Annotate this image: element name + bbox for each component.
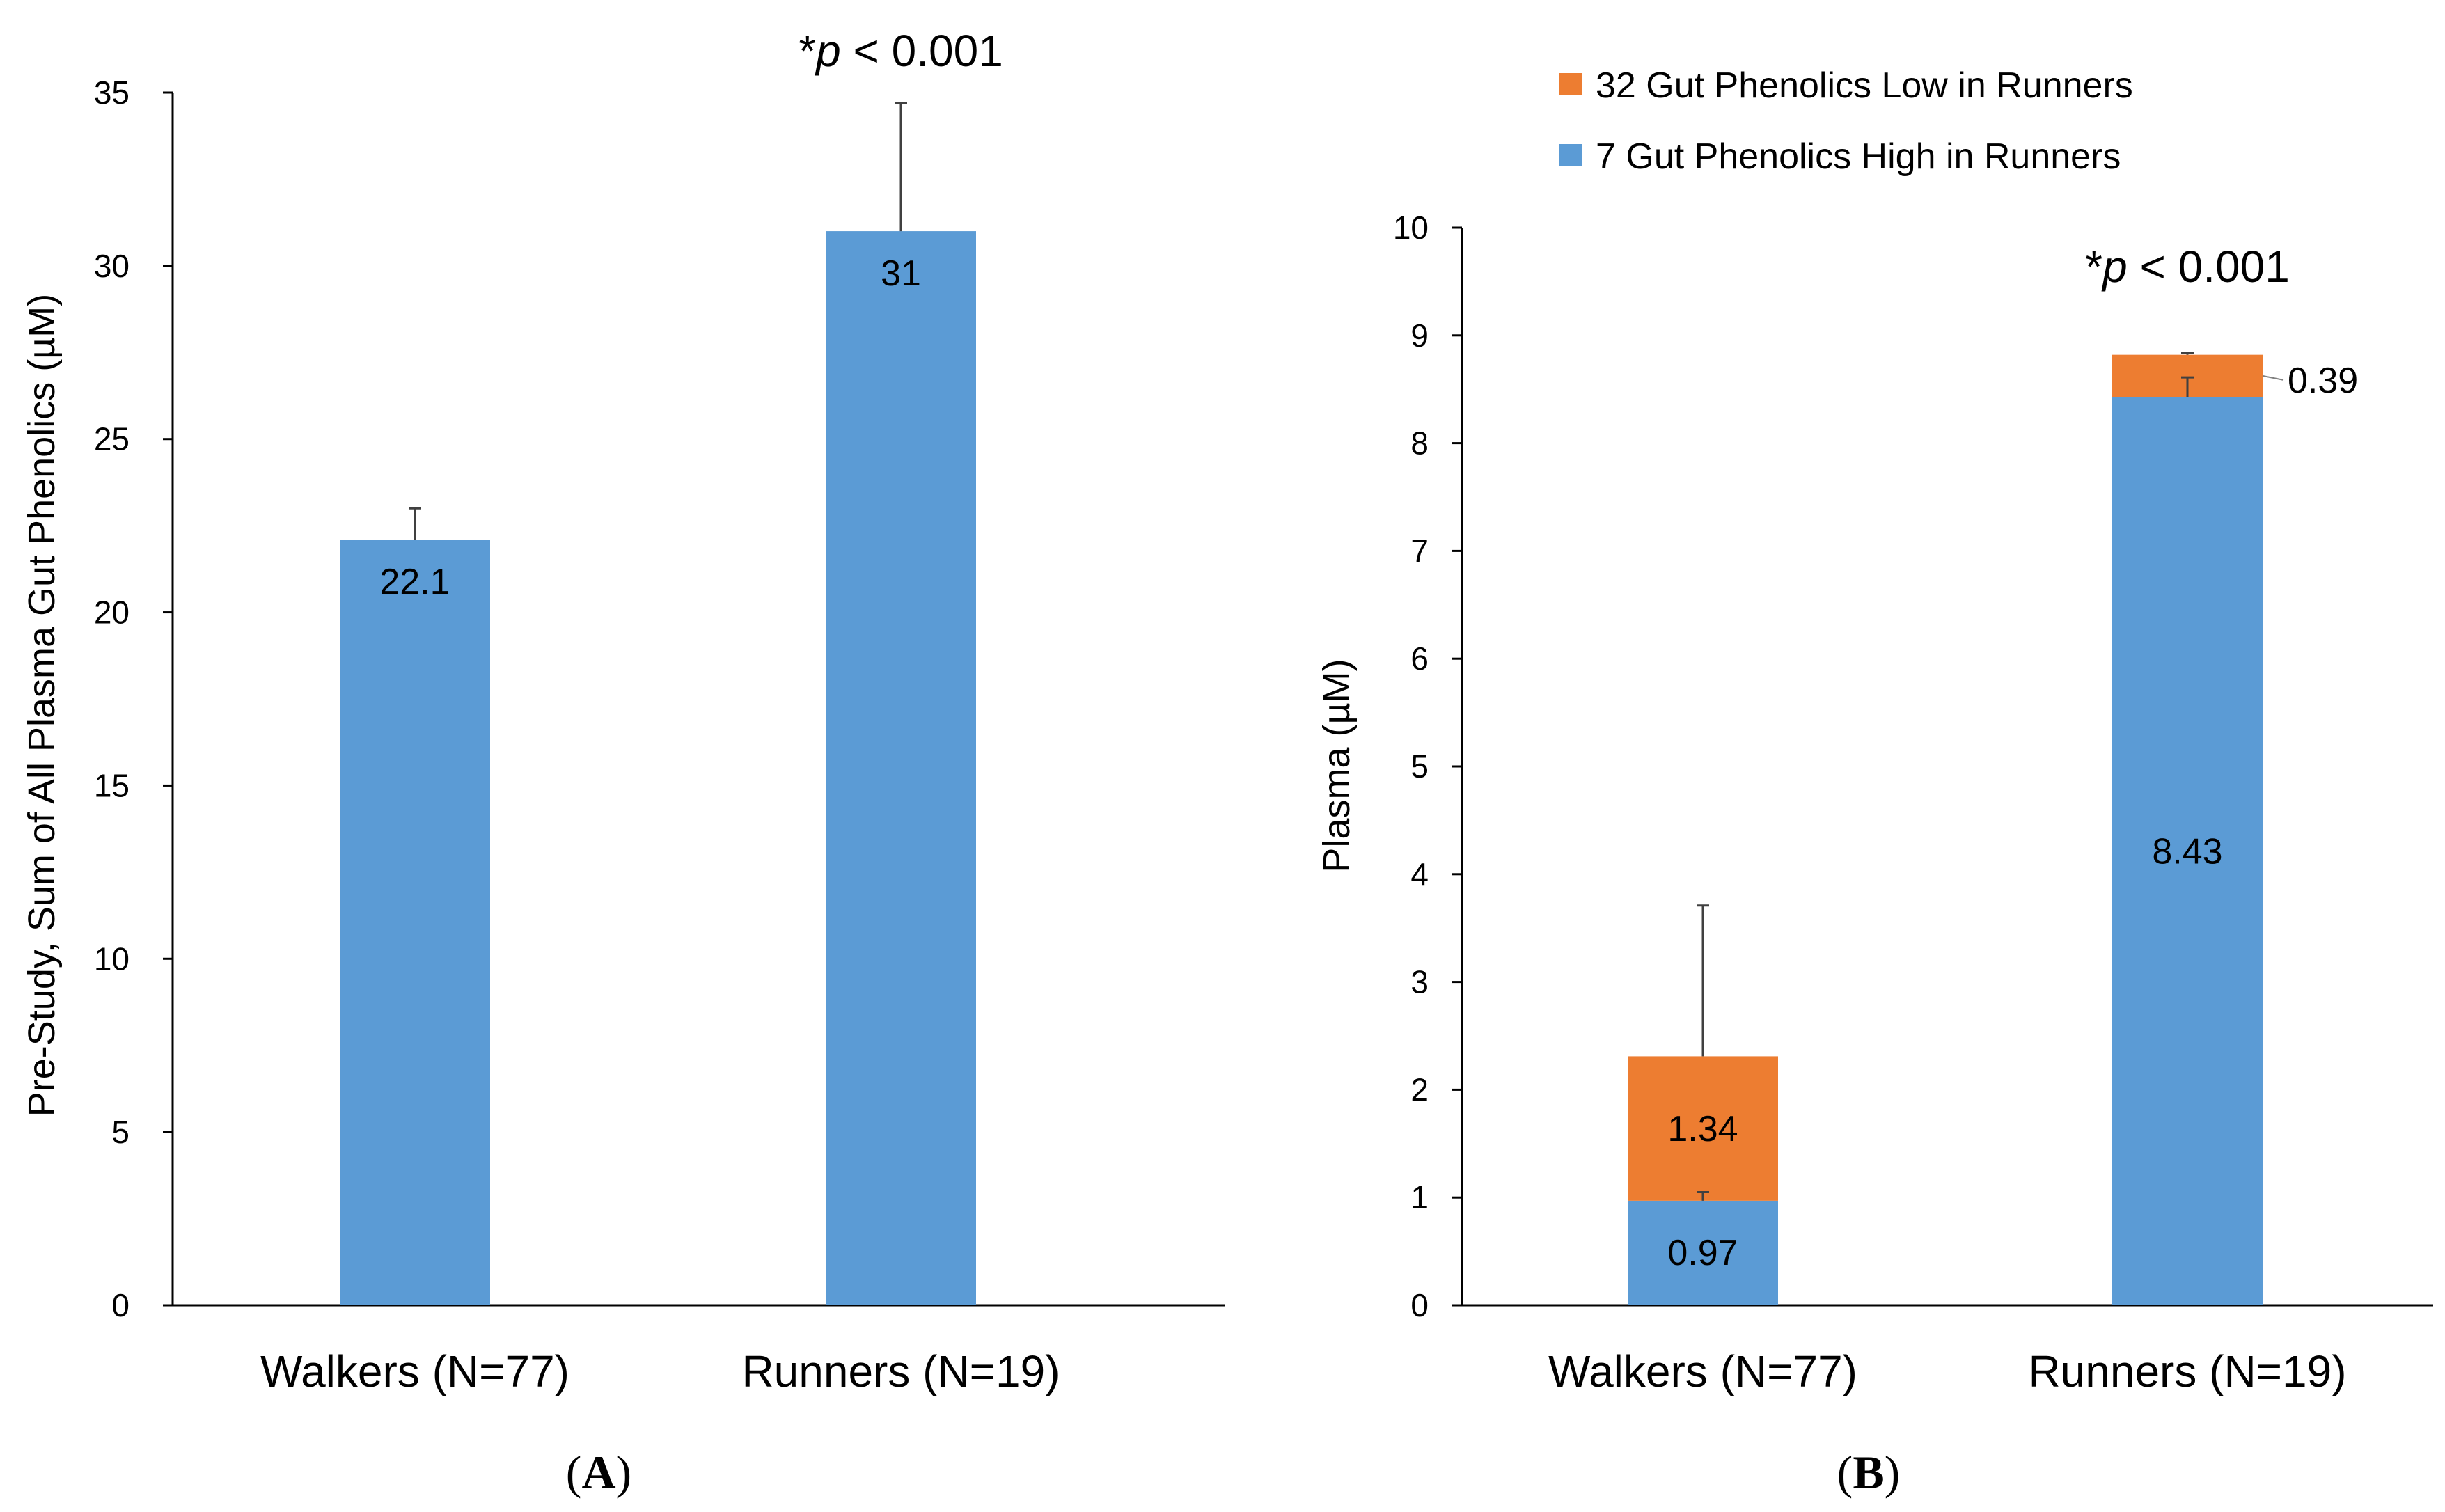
legend-swatch-low bbox=[1559, 73, 1582, 95]
panel-b-ytick-label: 1 bbox=[1410, 1179, 1429, 1215]
panel-a-bar bbox=[826, 231, 976, 1306]
panel-b-chart: Plasma (µM) *p < 0.001 32 Gut Phenolics … bbox=[1316, 65, 2433, 1499]
panel-b-bar-high bbox=[2112, 397, 2263, 1305]
panel-b-ylabel: Plasma (µM) bbox=[1316, 659, 1358, 872]
panel-a-ytick-label: 20 bbox=[94, 594, 129, 631]
panel-a-ytick-label: 5 bbox=[111, 1114, 129, 1150]
panel-b-bar-low bbox=[1628, 1056, 1778, 1201]
panel-a-label: (A) bbox=[566, 1446, 631, 1499]
panel-a-significance: *p < 0.001 bbox=[799, 26, 1003, 76]
panel-b-category-label: Walkers (N=77) bbox=[1548, 1346, 1857, 1396]
panel-b-ytick-label: 2 bbox=[1410, 1071, 1429, 1108]
panel-a-ylabel: Pre-Study, Sum of All Plasma Gut Phenoli… bbox=[21, 294, 63, 1117]
panel-b-legend: 32 Gut Phenolics Low in Runners 7 Gut Ph… bbox=[1559, 65, 2133, 177]
panel-b-data-label-low: 1.34 bbox=[1667, 1109, 1738, 1149]
panel-b-ytick-label: 5 bbox=[1410, 748, 1429, 785]
panel-a-ytick-label: 30 bbox=[94, 248, 129, 284]
legend-label-high: 7 Gut Phenolics High in Runners bbox=[1596, 136, 2121, 177]
panel-a-category-label: Walkers (N=77) bbox=[260, 1346, 569, 1396]
panel-b-ytick-label: 0 bbox=[1410, 1287, 1429, 1323]
panel-b-data-label-high: 0.97 bbox=[1667, 1233, 1738, 1273]
panel-a-ytick-label: 25 bbox=[94, 421, 129, 457]
panel-b-ytick-label: 8 bbox=[1410, 425, 1429, 462]
panel-b-category-label: Runners (N=19) bbox=[2028, 1346, 2346, 1396]
panel-a-ytick-label: 10 bbox=[94, 940, 129, 977]
panel-b-ytick-label: 3 bbox=[1410, 964, 1429, 1000]
panel-b-ytick-label: 9 bbox=[1410, 317, 1429, 354]
legend-swatch-high bbox=[1559, 144, 1582, 166]
panel-a-chart: Pre-Study, Sum of All Plasma Gut Phenoli… bbox=[21, 26, 1225, 1499]
panel-b-label-leader bbox=[2262, 375, 2284, 381]
panel-a-data-label: 22.1 bbox=[379, 562, 450, 602]
panel-b-data-label-high: 8.43 bbox=[2152, 832, 2222, 872]
legend-label-low: 32 Gut Phenolics Low in Runners bbox=[1596, 65, 2133, 106]
panel-b-ytick-label: 10 bbox=[1393, 210, 1429, 246]
panel-b-significance: *p < 0.001 bbox=[2085, 242, 2290, 292]
panel-b-ytick-label: 6 bbox=[1410, 640, 1429, 677]
panel-b-data-label-low: 0.39 bbox=[2288, 361, 2358, 401]
panel-b-label: (B) bbox=[1837, 1446, 1901, 1499]
panel-a-ytick-label: 0 bbox=[111, 1287, 129, 1323]
panel-b-bar-high bbox=[1628, 1200, 1778, 1305]
panel-a-data-label: 31 bbox=[881, 253, 921, 294]
panel-b-ytick-label: 4 bbox=[1410, 856, 1429, 892]
panel-a-category-label: Runners (N=19) bbox=[741, 1346, 1060, 1396]
panel-a-bar bbox=[340, 540, 490, 1305]
panel-b-ytick-label: 7 bbox=[1410, 533, 1429, 569]
panel-a-ytick-label: 35 bbox=[94, 74, 129, 111]
panel-a-ytick-label: 15 bbox=[94, 767, 129, 803]
